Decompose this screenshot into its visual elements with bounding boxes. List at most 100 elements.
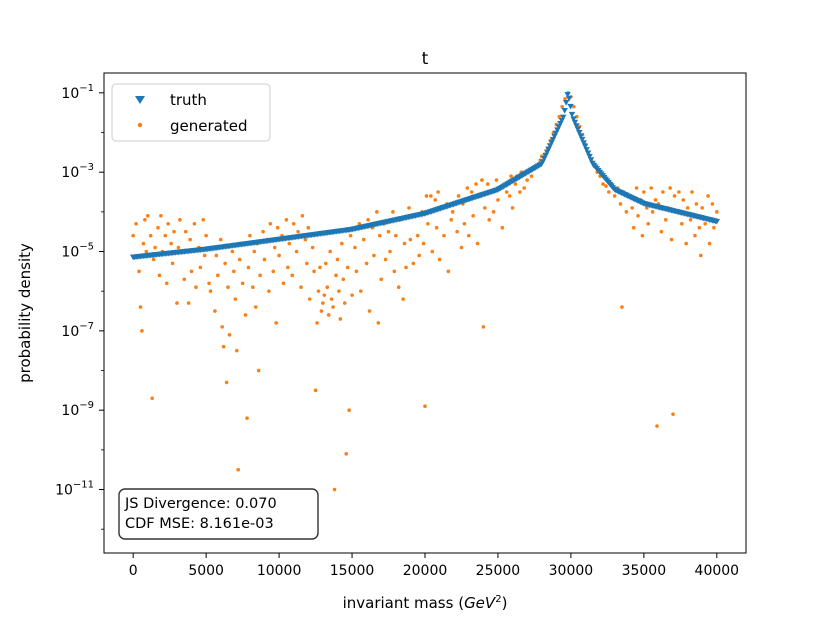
generated-point	[525, 178, 529, 182]
generated-point	[316, 289, 321, 293]
x-axis: 0 5000 10000 15000 20000 25000 30000 35000 40000	[129, 553, 739, 579]
generated-point	[335, 257, 340, 262]
generated-point	[166, 221, 170, 226]
y-tick-label: 10−11	[55, 480, 94, 499]
generated-point	[243, 313, 248, 317]
generated-point	[518, 190, 522, 194]
truth-point	[577, 133, 584, 140]
generated-point	[364, 261, 369, 266]
generated-point	[306, 225, 311, 230]
generated-point	[411, 261, 416, 266]
generated-point	[671, 412, 675, 416]
generated-point	[685, 206, 690, 210]
generated-point	[680, 221, 684, 226]
truth-point	[583, 147, 590, 153]
generated-point	[459, 245, 464, 250]
generated-point	[388, 249, 392, 254]
generated-point	[433, 198, 438, 202]
generated-point	[504, 190, 509, 194]
generated-point	[220, 325, 224, 329]
x-tick-label: 15000	[330, 563, 375, 579]
generated-point	[353, 245, 357, 250]
x-tick-label: 10000	[257, 563, 302, 579]
generated-point	[227, 333, 232, 337]
generated-point	[377, 233, 382, 238]
generated-point	[150, 396, 154, 401]
generated-point	[175, 301, 179, 305]
generated-point	[214, 253, 219, 258]
generated-point	[329, 297, 334, 301]
y-axis: 10−1 10−3 10−5 10−7 10−9 10−11	[55, 83, 104, 530]
generated-point	[466, 233, 471, 238]
generated-point	[236, 467, 241, 472]
generated-point	[650, 210, 655, 214]
generated-point	[151, 257, 156, 262]
generated-point	[563, 96, 567, 101]
generated-point	[529, 174, 534, 178]
generated-point	[159, 214, 163, 218]
legend-generated-marker	[137, 122, 143, 128]
generated-point	[204, 233, 208, 238]
y-tick-label: 10−5	[61, 242, 94, 261]
generated-point	[328, 249, 332, 254]
generated-point	[359, 289, 363, 293]
generated-point	[510, 206, 515, 210]
generated-point	[258, 273, 262, 278]
generated-point	[677, 190, 681, 194]
generated-point	[560, 104, 564, 109]
generated-point	[663, 217, 668, 222]
legend: truth generated	[111, 83, 271, 142]
generated-point	[344, 452, 349, 456]
truth-point	[713, 218, 721, 225]
generated-point	[240, 281, 245, 286]
truth-point	[561, 107, 568, 114]
generated-point	[275, 225, 280, 230]
generated-point	[469, 190, 474, 194]
generated-point	[141, 241, 146, 246]
generated-point	[421, 241, 426, 246]
generated-point	[487, 217, 492, 222]
generated-point	[653, 198, 658, 202]
generated-point	[310, 245, 315, 250]
generated-point	[321, 301, 325, 305]
generated-point	[323, 261, 328, 266]
generated-point	[491, 210, 496, 214]
x-axis-label-unit: GeV	[464, 594, 497, 612]
x-tick-label: 20000	[403, 563, 448, 579]
generated-point	[331, 305, 335, 309]
truth-point	[580, 140, 587, 146]
generated-point	[183, 229, 188, 234]
truth-point	[579, 136, 586, 143]
truth-point	[584, 150, 592, 157]
truth-point	[564, 92, 571, 98]
generated-point	[429, 194, 433, 198]
generated-point	[450, 210, 455, 214]
generated-point	[216, 273, 220, 278]
generated-point	[672, 194, 677, 198]
generated-point	[455, 229, 459, 234]
generated-point	[604, 184, 608, 188]
generated-point	[640, 233, 645, 238]
generated-point	[326, 313, 331, 317]
generated-point	[417, 253, 421, 258]
generated-point	[688, 217, 693, 222]
generated-point	[348, 233, 353, 238]
generated-point	[248, 233, 252, 238]
x-tick-label: 0	[129, 563, 138, 579]
x-tick-label: 5000	[188, 563, 224, 579]
generated-point	[253, 305, 258, 309]
generated-point	[318, 265, 322, 270]
truth-point	[573, 123, 580, 129]
generated-point	[522, 186, 527, 190]
generated-point	[218, 237, 223, 242]
generated-point	[232, 269, 236, 274]
generated-point	[646, 221, 651, 226]
generated-point	[224, 380, 229, 385]
generated-point	[394, 233, 398, 238]
generated-point	[694, 202, 699, 206]
generated-point	[465, 186, 470, 190]
generated-point	[245, 416, 249, 420]
truth-point	[586, 153, 593, 160]
generated-point	[144, 249, 149, 254]
